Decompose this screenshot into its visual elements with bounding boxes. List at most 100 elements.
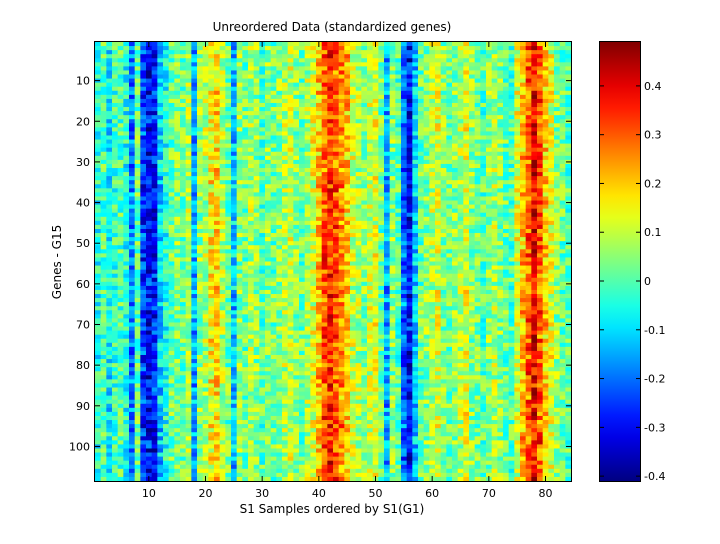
heatmap-cell [440,228,447,234]
heatmap-cell [531,196,538,201]
heatmap-cell [350,212,357,218]
heatmap-cell [197,204,204,210]
heatmap-cell [95,176,102,181]
heatmap-cell [236,249,243,254]
heatmap-cell [344,212,351,218]
heatmap-cell [429,204,436,210]
heatmap-cell [287,273,294,279]
heatmap-cell [486,204,493,210]
heatmap-cell [276,212,283,218]
heatmap-cell [474,184,481,189]
heatmap-cell [531,204,538,210]
heatmap-cell [327,86,334,92]
heatmap-cell [214,58,221,63]
heatmap-cell [316,241,323,246]
heatmap-cell [163,74,170,79]
heatmap-cell [480,102,487,108]
heatmap-cell [287,155,294,161]
heatmap-cell [548,147,555,153]
heatmap-cell [520,265,527,271]
heatmap-cell [474,86,481,92]
heatmap-cell [469,119,476,124]
heatmap-cell [112,277,119,283]
heatmap-cell [129,159,136,165]
heatmap-cell [378,224,385,230]
heatmap-cell [157,70,164,75]
heatmap-cell [537,212,544,218]
heatmap-cell [361,119,368,124]
heatmap-cell [406,277,413,283]
heatmap-cell [531,58,538,63]
heatmap-cell [559,249,566,254]
heatmap-cell [310,233,317,238]
heatmap-cell [395,98,402,104]
heatmap-cell [491,143,498,149]
heatmap-cell [429,241,436,246]
heatmap-cell [191,237,198,242]
heatmap-cell [389,233,396,238]
heatmap-cell [174,78,181,84]
heatmap-cell [214,184,221,189]
heatmap-cell [129,102,136,108]
heatmap-cell [559,90,566,96]
heatmap-cell [503,54,510,59]
heatmap-cell [406,58,413,63]
heatmap-cell [406,159,413,165]
heatmap-cell [248,208,255,214]
heatmap-cell [463,86,470,92]
heatmap-cell [310,245,317,250]
heatmap-cell [117,62,124,67]
heatmap-cell [384,220,391,226]
heatmap-cell [350,46,357,51]
heatmap-cell [242,208,249,214]
heatmap-cell [293,143,300,149]
heatmap-cell [338,220,345,226]
heatmap-cell [202,139,209,145]
heatmap-cell [480,42,487,47]
heatmap-cell [440,147,447,153]
heatmap-cell [293,74,300,79]
heatmap-cell [236,66,243,71]
heatmap-cell [486,237,493,242]
heatmap-cell [412,220,419,226]
heatmap-cell [282,127,289,132]
heatmap-cell [525,58,532,63]
heatmap-cell [242,241,249,246]
heatmap-cell [395,168,402,173]
heatmap-cell [463,90,470,96]
heatmap-cell [219,127,226,132]
heatmap-cell [542,107,549,112]
heatmap-cell [168,46,175,51]
heatmap-cell [435,74,442,79]
heatmap-cell [253,273,260,279]
heatmap-cell [412,139,419,145]
heatmap-cell [140,62,147,67]
heatmap-cell [333,237,340,242]
heatmap-cell [282,102,289,108]
heatmap-cell [497,159,504,165]
heatmap-cell [474,42,481,47]
heatmap-cell [236,119,243,124]
heatmap-cell [95,82,102,88]
heatmap-cell [151,163,158,169]
heatmap-cell [157,261,164,266]
heatmap-cell [503,159,510,165]
heatmap-cell [276,176,283,181]
heatmap-cell [287,233,294,238]
heatmap-cell [316,54,323,59]
heatmap-cell [134,143,141,149]
heatmap-cell [151,58,158,63]
heatmap-cell [197,172,204,177]
heatmap-cell [406,192,413,197]
heatmap-cell [537,70,544,75]
heatmap-cell [486,261,493,266]
heatmap-cell [270,107,277,112]
heatmap-cell [338,192,345,197]
heatmap-cell [491,94,498,100]
heatmap-cell [418,261,425,266]
heatmap-cell [486,163,493,169]
heatmap-cell [372,269,379,275]
heatmap-cell [429,70,436,75]
heatmap-cell [225,228,232,234]
heatmap-cell [361,90,368,96]
